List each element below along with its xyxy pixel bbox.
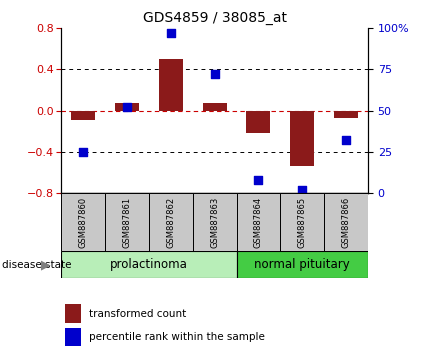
Bar <box>65 304 81 323</box>
Point <box>299 187 306 193</box>
Text: GSM887861: GSM887861 <box>123 196 131 248</box>
Text: prolactinoma: prolactinoma <box>110 258 188 271</box>
FancyBboxPatch shape <box>237 193 280 251</box>
Bar <box>71 111 95 120</box>
Text: disease state: disease state <box>2 260 72 270</box>
Text: GSM887863: GSM887863 <box>210 196 219 248</box>
Point <box>211 72 218 77</box>
Bar <box>246 111 270 133</box>
Point <box>124 104 131 110</box>
Point <box>255 177 262 183</box>
Point <box>167 30 174 36</box>
Text: ▶: ▶ <box>41 258 51 271</box>
FancyBboxPatch shape <box>149 193 193 251</box>
Point <box>343 137 350 143</box>
FancyBboxPatch shape <box>324 193 368 251</box>
Text: GSM887865: GSM887865 <box>298 196 307 248</box>
Text: percentile rank within the sample: percentile rank within the sample <box>89 332 265 342</box>
FancyBboxPatch shape <box>237 251 368 278</box>
Text: GSM887860: GSM887860 <box>79 196 88 248</box>
FancyBboxPatch shape <box>105 193 149 251</box>
Bar <box>159 59 183 111</box>
Text: normal pituitary: normal pituitary <box>254 258 350 271</box>
Text: GSM887864: GSM887864 <box>254 196 263 248</box>
Title: GDS4859 / 38085_at: GDS4859 / 38085_at <box>143 11 286 24</box>
Bar <box>115 103 139 111</box>
Text: transformed count: transformed count <box>89 309 186 319</box>
Bar <box>334 111 358 118</box>
FancyBboxPatch shape <box>61 251 237 278</box>
FancyBboxPatch shape <box>280 193 324 251</box>
FancyBboxPatch shape <box>193 193 237 251</box>
Point <box>80 149 87 155</box>
Text: GSM887866: GSM887866 <box>342 196 350 248</box>
Bar <box>65 328 81 347</box>
Bar <box>290 111 314 166</box>
Bar <box>202 103 226 111</box>
Text: GSM887862: GSM887862 <box>166 196 175 248</box>
FancyBboxPatch shape <box>61 193 105 251</box>
